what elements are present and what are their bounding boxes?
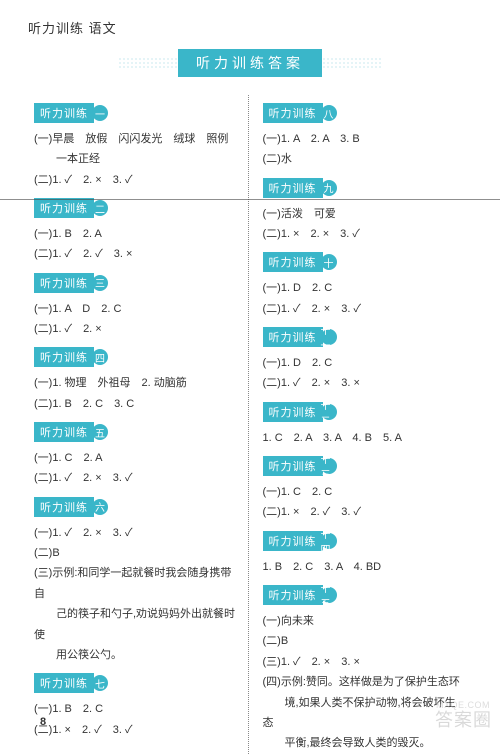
section-label: 听力训练 (34, 422, 94, 442)
answer-line: (二)水 (263, 149, 467, 169)
section-label: 听力训练 (34, 273, 94, 293)
answer-line: (一)1. D 2. C (263, 278, 467, 298)
answer-line: (四)示例:赞同。这样做是为了保护生态环 (263, 672, 467, 692)
answer-line: (一)向未来 (263, 611, 467, 631)
answer-line: (一)1. C 2. C (263, 482, 467, 502)
section-label: 听力训练 (34, 497, 94, 517)
horizontal-rule (0, 199, 500, 200)
section-header: 听力训练五 (34, 422, 238, 442)
section-header: 听力训练十二 (263, 402, 467, 422)
section-number-badge: 十五 (321, 587, 337, 603)
answer-line: (一)1. A D 2. C (34, 299, 238, 319)
section-number-badge: 九 (321, 180, 337, 196)
section-number-badge: 十三 (321, 458, 337, 474)
section-header: 听力训练一 (34, 103, 238, 123)
answer-line: (二)B (263, 631, 467, 651)
answer-line: (二)1. B 2. C 3. C (34, 394, 238, 414)
answer-line: (二)1. × 2. ✓ 3. ✓ (263, 502, 467, 522)
section-label: 听力训练 (34, 103, 94, 123)
answer-line: (一)早晨 放假 闪闪发光 绒球 照例 (34, 129, 238, 149)
section-header: 听力训练九 (263, 178, 467, 198)
answer-line: (二)1. × 2. × 3. ✓ (263, 224, 467, 244)
section-header: 听力训练十一 (263, 327, 467, 347)
main-banner: 听力训练答案 (178, 49, 322, 77)
dots-left (118, 57, 178, 69)
left-column: 听力训练一(一)早晨 放假 闪闪发光 绒球 照例 一本正经(二)1. ✓ 2. … (28, 95, 249, 754)
section-header: 听力训练六 (34, 497, 238, 517)
section-label: 听力训练 (263, 456, 323, 476)
section-label: 听力训练 (263, 531, 323, 551)
section-number-badge: 十一 (321, 329, 337, 345)
section-number-badge: 八 (321, 105, 337, 121)
section-number-badge: 一 (92, 105, 108, 121)
section-number-badge: 十二 (321, 404, 337, 420)
section-label: 听力训练 (263, 252, 323, 272)
banner-row: 听力训练答案 (28, 49, 472, 77)
section-header: 听力训练四 (34, 347, 238, 367)
section-header: 听力训练二 (34, 198, 238, 218)
answer-line: (三)示例:和同学一起就餐时我会随身携带自 (34, 563, 238, 604)
section-label: 听力训练 (34, 673, 94, 693)
columns: 听力训练一(一)早晨 放假 闪闪发光 绒球 照例 一本正经(二)1. ✓ 2. … (28, 95, 472, 754)
section-number-badge: 六 (92, 499, 108, 515)
answer-line: (一)1. 物理 外祖母 2. 动脑筋 (34, 373, 238, 393)
section-header: 听力训练八 (263, 103, 467, 123)
dots-right (322, 57, 382, 69)
section-label: 听力训练 (263, 327, 323, 347)
section-header: 听力训练十三 (263, 456, 467, 476)
answer-line: (二)1. ✓ 2. × 3. ✓ (263, 299, 467, 319)
section-label: 听力训练 (263, 178, 323, 198)
section-label: 听力训练 (263, 402, 323, 422)
answer-line: 平衡,最终会导致人类的毁灭。 (263, 733, 467, 753)
answer-line: (一)1. A 2. A 3. B (263, 129, 467, 149)
section-header: 听力训练三 (34, 273, 238, 293)
section-number-badge: 五 (92, 424, 108, 440)
answer-line: (二)B (34, 543, 238, 563)
answer-line: (一)1. D 2. C (263, 353, 467, 373)
section-label: 听力训练 (34, 347, 94, 367)
answer-line: 己的筷子和勺子,劝说妈妈外出就餐时使 (34, 604, 238, 645)
section-header: 听力训练十五 (263, 585, 467, 605)
answer-line: 1. C 2. A 3. A 4. B 5. A (263, 428, 467, 448)
section-number-badge: 七 (92, 675, 108, 691)
section-label: 听力训练 (263, 103, 323, 123)
answer-line: (二)1. ✓ 2. × 3. ✓ (34, 170, 238, 190)
answer-line: (二)1. × 2. ✓ 3. ✓ (34, 720, 238, 740)
section-header: 听力训练十四 (263, 531, 467, 551)
page-number: 8 (40, 716, 46, 728)
answer-line: (一)1. ✓ 2. × 3. ✓ (34, 523, 238, 543)
section-number-badge: 四 (92, 349, 108, 365)
right-column: 听力训练八(一)1. A 2. A 3. B(二)水听力训练九(一)活泼 可爱(… (249, 95, 473, 754)
answer-line: (二)1. ✓ 2. × (34, 319, 238, 339)
answer-line: (一)1. B 2. A (34, 224, 238, 244)
answer-line: (二)1. ✓ 2. × 3. ✓ (34, 468, 238, 488)
section-number-badge: 十四 (321, 533, 337, 549)
answer-line: (二)1. ✓ 2. × 3. × (263, 373, 467, 393)
section-label: 听力训练 (263, 585, 323, 605)
answer-line: 一本正经 (34, 149, 238, 169)
answer-line: (一)活泼 可爱 (263, 204, 467, 224)
answer-line: (一)1. C 2. A (34, 448, 238, 468)
answer-line: 用公筷公勺。 (34, 645, 238, 665)
section-number-badge: 十 (321, 254, 337, 270)
answer-line: (一)1. B 2. C (34, 699, 238, 719)
section-number-badge: 二 (92, 200, 108, 216)
section-number-badge: 三 (92, 275, 108, 291)
answer-line: 1. B 2. C 3. A 4. BD (263, 557, 467, 577)
page-title: 听力训练 语文 (28, 18, 472, 37)
section-header: 听力训练七 (34, 673, 238, 693)
section-label: 听力训练 (34, 198, 94, 218)
answer-line: (三)1. ✓ 2. × 3. × (263, 652, 467, 672)
section-header: 听力训练十 (263, 252, 467, 272)
answer-line: (二)1. ✓ 2. ✓ 3. × (34, 244, 238, 264)
watermark: 答案圈 (435, 706, 492, 732)
